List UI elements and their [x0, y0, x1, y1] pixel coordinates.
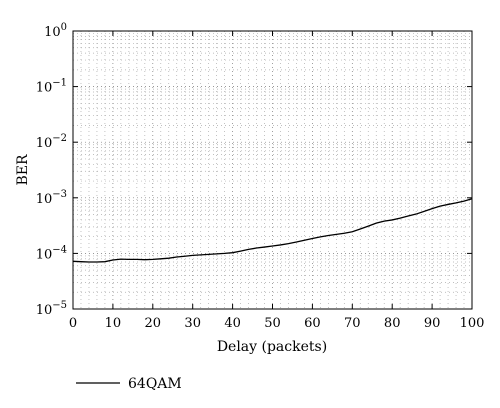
x-tick-label: 80: [384, 316, 401, 331]
y-tick-label: 10−5: [36, 300, 67, 318]
y-tick-labels: 100 10−1 10−2 10−3 10−4 10−5: [36, 22, 67, 318]
y-tick-label: 10−2: [36, 133, 67, 151]
y-tick-label: 10−1: [36, 78, 67, 96]
x-tick-label: 90: [424, 316, 441, 331]
grid: [73, 31, 472, 309]
x-tick-label: 0: [69, 316, 77, 331]
legend-label-64qam: 64QAM: [128, 376, 182, 392]
x-tick-labels: 0 10 20 30 40 50 60 70 80 90 100: [69, 316, 485, 331]
x-axis-label: Delay (packets): [217, 339, 327, 355]
x-tick-label: 10: [105, 316, 122, 331]
x-tick-label: 100: [460, 316, 485, 331]
x-tick-label: 60: [304, 316, 321, 331]
y-tick-label: 10−4: [36, 244, 67, 262]
legend: 64QAM: [76, 376, 182, 392]
x-tick-label: 40: [224, 316, 241, 331]
x-tick-label: 20: [145, 316, 162, 331]
series-line-64qam: [72, 198, 473, 263]
y-tick-label: 100: [44, 22, 67, 40]
x-tick-label: 50: [264, 316, 281, 331]
y-axis-label: BER: [15, 154, 31, 186]
x-tick-label: 70: [344, 316, 361, 331]
axis-ticks: [72, 30, 473, 310]
series-layer: [72, 198, 473, 263]
y-tick-label: 10−3: [36, 189, 67, 207]
x-tick-label: 30: [184, 316, 201, 331]
